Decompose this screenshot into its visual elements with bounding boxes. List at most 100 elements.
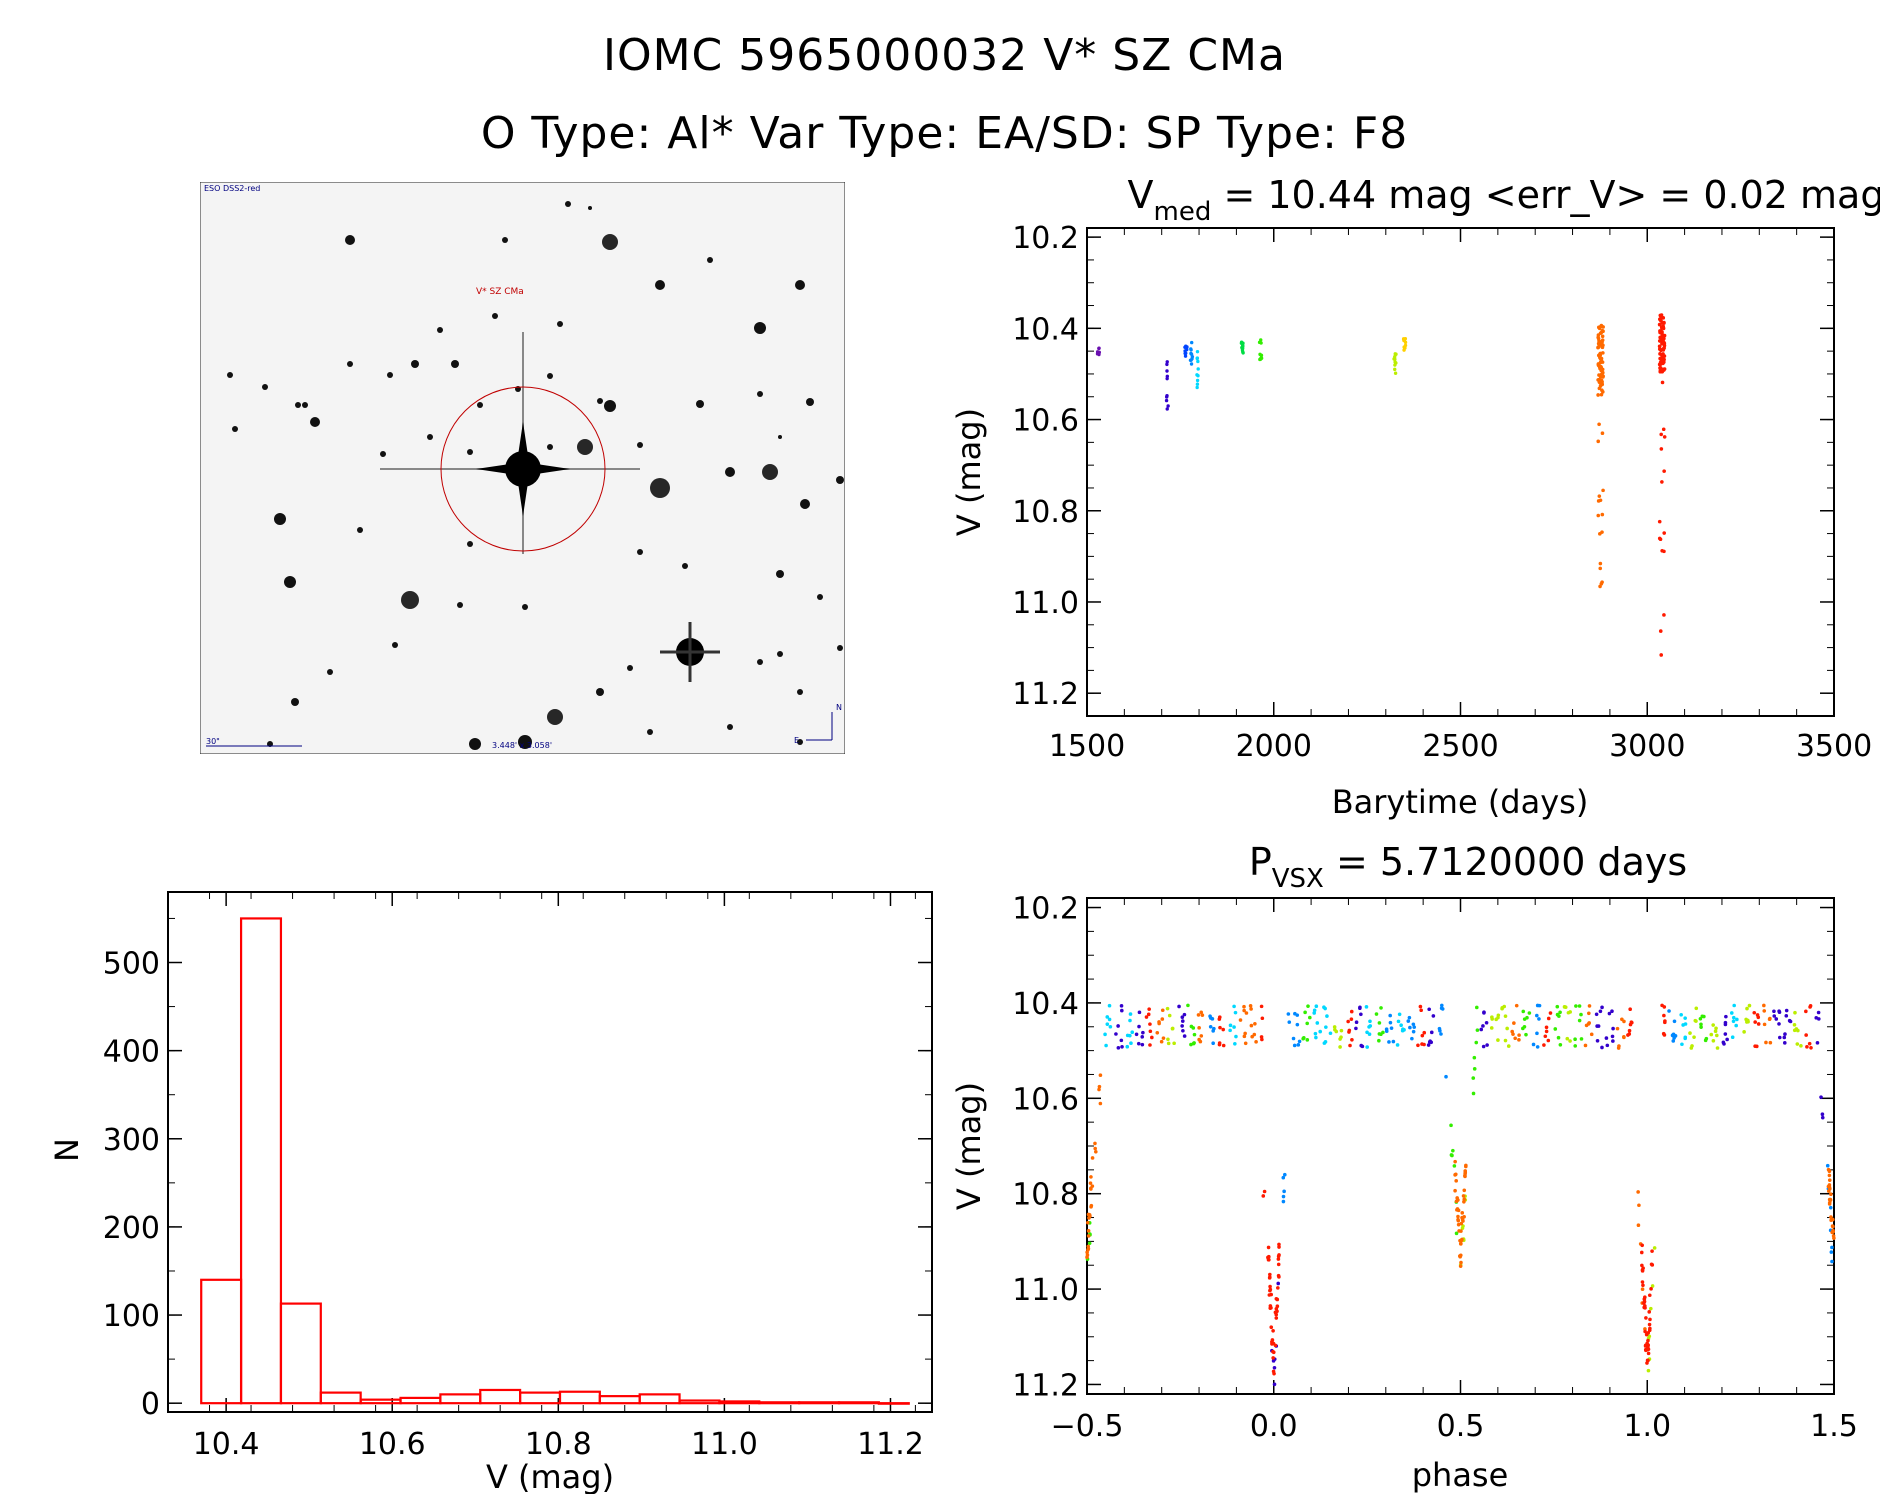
phased-curve-points — [1085, 1003, 1836, 1387]
phase-point — [1359, 1012, 1363, 1017]
phase-point — [1098, 1101, 1103, 1106]
lc-point — [1657, 362, 1662, 367]
phase-point — [1161, 1036, 1166, 1040]
phase-point — [1349, 1009, 1354, 1014]
phase-point — [1807, 1041, 1812, 1046]
x-tick-label: 10.6 — [359, 1427, 426, 1462]
phase-point — [1181, 1029, 1185, 1033]
phase-point — [1354, 1026, 1358, 1031]
phase-point — [1401, 1027, 1405, 1031]
lc-point — [1659, 313, 1664, 317]
phase-point — [1098, 1073, 1103, 1077]
phase-point — [1365, 1045, 1369, 1049]
phase-eclipse-point — [1271, 1328, 1275, 1333]
phase-point — [1535, 1045, 1540, 1049]
lc-point — [1662, 360, 1666, 364]
phase-point — [1217, 1017, 1222, 1021]
phase-point — [1354, 1020, 1359, 1025]
phase-eclipse-point — [1086, 1229, 1091, 1233]
lc-point — [1189, 362, 1194, 366]
phase-eclipse-point — [1827, 1173, 1832, 1178]
phase-eclipse-point — [1643, 1329, 1647, 1334]
phase-point — [1148, 1029, 1153, 1034]
phase-point — [1671, 1039, 1676, 1043]
phase-point — [1672, 1019, 1677, 1024]
phase-point — [1107, 1017, 1112, 1022]
phase-point — [1460, 1226, 1465, 1230]
star-dot — [380, 451, 386, 457]
lc-point — [1658, 629, 1663, 633]
lc-point — [1597, 494, 1602, 498]
phase-point — [1182, 1034, 1187, 1038]
phase-point — [1543, 1034, 1548, 1039]
phase-point — [1475, 1028, 1480, 1032]
phase-point — [1537, 1003, 1542, 1008]
y-tick-label: 10.8 — [1012, 495, 1079, 530]
phase-point — [1649, 1306, 1653, 1311]
phase-eclipse-point — [1268, 1275, 1272, 1280]
phase-eclipse-point — [1647, 1293, 1652, 1298]
phase-point — [1723, 1032, 1728, 1036]
lc-point — [1393, 363, 1397, 367]
star-dot — [262, 384, 268, 390]
phase-point — [1450, 1153, 1454, 1158]
light-curve-ylabel: V (mag) — [950, 408, 988, 536]
star-dot — [577, 439, 593, 455]
phase-point — [1119, 1038, 1124, 1043]
lc-point — [1659, 432, 1664, 437]
phase-point — [1544, 1029, 1549, 1034]
phase-point — [1471, 1076, 1476, 1080]
phase-eclipse-point — [1456, 1208, 1461, 1213]
phase-eclipse-point — [1826, 1189, 1831, 1193]
phase-point — [1440, 1003, 1444, 1008]
phase-point — [1451, 1148, 1455, 1153]
phase-point — [1777, 1035, 1782, 1040]
phase-point — [1308, 1015, 1312, 1020]
y-tick-label: 11.2 — [1012, 677, 1079, 712]
phase-point — [1622, 1035, 1626, 1040]
lc-point — [1394, 352, 1398, 356]
phase-eclipse-point — [1266, 1245, 1271, 1250]
phase-point — [1234, 1034, 1238, 1039]
phase-point — [1562, 1005, 1567, 1009]
phase-eclipse-point — [1641, 1283, 1645, 1288]
lc-point — [1599, 392, 1604, 397]
phase-point — [1715, 1046, 1720, 1050]
phase-point — [1755, 1013, 1760, 1017]
x-tick-label: 1.5 — [1810, 1409, 1858, 1444]
phase-point — [1531, 1042, 1536, 1047]
x-tick-label: 0.0 — [1250, 1409, 1298, 1444]
phase-point — [1180, 1015, 1185, 1019]
lc-point — [1598, 384, 1603, 388]
phase-point — [1793, 1010, 1797, 1015]
phase-point — [1731, 1015, 1736, 1020]
phase-point — [1364, 1005, 1369, 1009]
lc-point — [1196, 367, 1200, 371]
phase-point — [1093, 1146, 1097, 1151]
phase-point — [1598, 1009, 1603, 1014]
star-dot — [310, 417, 320, 427]
phase-eclipse-point — [1639, 1250, 1644, 1255]
phase-point — [1295, 1022, 1300, 1027]
star-dot — [284, 576, 296, 588]
phase-point — [1292, 1043, 1297, 1048]
phased-curve-plot-area — [1086, 897, 1835, 1395]
phase-eclipse-point — [1277, 1245, 1281, 1249]
star-dot — [757, 391, 763, 397]
star-dot — [696, 400, 704, 408]
phase-point — [1379, 1006, 1383, 1010]
phase-point — [1333, 1027, 1337, 1032]
phase-point — [1506, 1044, 1511, 1048]
phase-point — [1302, 1036, 1306, 1040]
phase-point — [1553, 1027, 1558, 1031]
phase-point — [1772, 1009, 1776, 1014]
phase-eclipse-point — [1089, 1205, 1093, 1209]
phase-point — [1242, 1034, 1247, 1039]
phase-eclipse-point — [1276, 1262, 1281, 1267]
phase-eclipse-point — [1459, 1260, 1463, 1265]
phase-point — [1600, 1005, 1604, 1010]
lc-point — [1661, 427, 1666, 432]
phase-eclipse-point — [1269, 1325, 1274, 1330]
star-dot — [604, 400, 616, 412]
phase-point — [1253, 1021, 1257, 1026]
